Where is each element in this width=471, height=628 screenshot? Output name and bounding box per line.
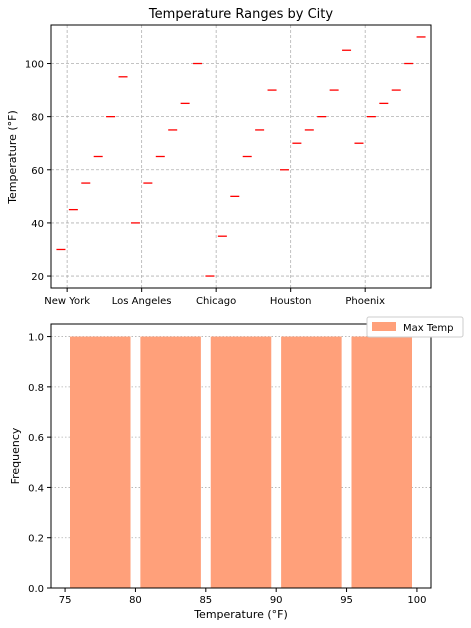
histogram-bar	[351, 336, 412, 588]
histogram-frame	[50, 323, 432, 589]
x-tick-label: 80	[129, 595, 142, 606]
y-tick-label: 0.6	[28, 433, 44, 444]
histogram-bar	[281, 336, 342, 588]
x-tick-label: 75	[59, 595, 72, 606]
histogram-bars	[70, 336, 412, 588]
x-tick-label: 85	[199, 595, 212, 606]
range-chart-grid	[51, 25, 431, 288]
histogram-chart: Frequency Temperature (°F) 0.00.20.40.60…	[9, 316, 464, 621]
y-tick-label: 0.8	[28, 383, 44, 394]
range-chart-y-axis: 20 40 60 80 100	[25, 60, 51, 283]
histogram-bar	[140, 336, 201, 588]
y-tick-label: 0.4	[28, 483, 44, 494]
x-tick-label: Phoenix	[345, 296, 385, 307]
x-tick-label: Los Angeles	[112, 296, 172, 307]
x-tick-label: Houston	[270, 296, 312, 307]
x-tick-label: 90	[270, 595, 283, 606]
y-tick-label: 80	[31, 113, 44, 124]
range-chart-ylabel: Temperature (°F)	[6, 110, 19, 205]
range-chart: Temperature Ranges by City Temperature (…	[6, 7, 432, 307]
y-tick-label: 100	[25, 60, 44, 71]
range-chart-marks	[56, 36, 426, 277]
histogram-bar	[210, 336, 272, 588]
histogram-ylabel: Frequency	[9, 427, 22, 484]
legend-label: Max Temp	[403, 323, 454, 334]
range-chart-x-axis: New York Los Angeles Chicago Houston Phoenix	[44, 288, 385, 307]
y-tick-label: 20	[31, 272, 44, 283]
y-tick-label: 40	[31, 219, 44, 230]
y-tick-label: 60	[31, 166, 44, 177]
legend-swatch	[372, 322, 396, 331]
y-tick-label: 1.0	[28, 333, 44, 344]
x-tick-label: New York	[44, 296, 90, 307]
histogram-legend: Max Temp	[366, 316, 464, 338]
histogram-y-axis: 0.0 0.2 0.4 0.6 0.8 1.0	[28, 333, 51, 595]
x-tick-label: 100	[407, 595, 426, 606]
histogram-x-axis: 75 80 85 90 95 100	[59, 588, 426, 606]
range-chart-title: Temperature Ranges by City	[148, 7, 333, 22]
range-chart-frame	[50, 24, 432, 289]
x-tick-label: 95	[340, 595, 353, 606]
y-tick-label: 0.2	[28, 534, 44, 545]
histogram-bar	[70, 336, 131, 588]
histogram-xlabel: Temperature (°F)	[193, 608, 288, 621]
y-tick-label: 0.0	[28, 584, 44, 595]
x-tick-label: Chicago	[196, 296, 236, 307]
